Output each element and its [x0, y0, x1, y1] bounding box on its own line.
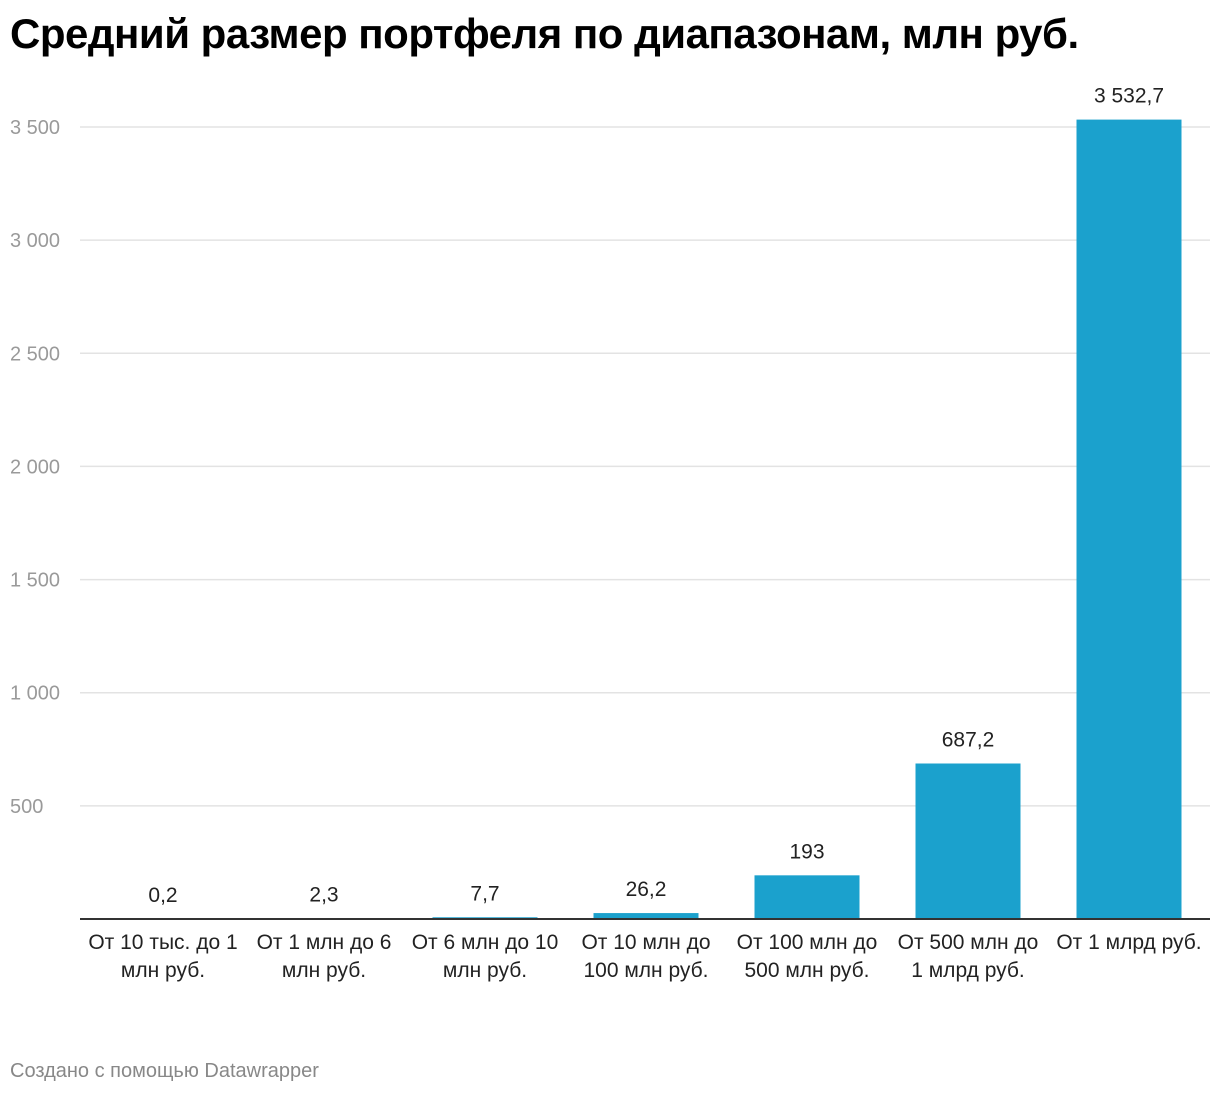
bar	[755, 875, 860, 919]
x-tick-label: От 10 тыс. до 1 млн руб.	[88, 929, 238, 985]
y-tick-label: 500	[10, 796, 43, 818]
y-tick-label: 1 000	[10, 683, 60, 705]
bar-value-label: 2,3	[309, 883, 338, 906]
bar-chart: 500 1 000 1 500 2 000 2 500 3 000 3 500 0,2 2,3…	[0, 0, 1220, 1050]
bar-value-label: 7,7	[470, 882, 499, 905]
footer-credit: Создано с помощью Datawrapper	[10, 1060, 319, 1083]
y-tick-label: 2 000	[10, 456, 60, 478]
x-tick-label: От 10 млн до 100 млн руб.	[571, 929, 721, 985]
bar-value-label: 687,2	[942, 728, 995, 751]
y-tick-label: 2 500	[10, 343, 60, 365]
x-tick-label: От 1 млн до 6 млн руб.	[249, 929, 399, 985]
y-tick-label: 3 000	[10, 230, 60, 252]
bar-value-label: 0,2	[148, 884, 177, 907]
x-tick-label: От 100 млн до 500 млн руб.	[732, 929, 882, 985]
x-tick-label: От 1 млрд руб.	[1054, 929, 1204, 957]
x-tick-label: От 6 млн до 10 млн руб.	[410, 929, 560, 985]
gridlines: 500 1 000 1 500 2 000 2 500 3 000 3 500	[10, 117, 1210, 818]
bar-value-label: 193	[789, 840, 824, 863]
bar-value-label: 3 532,7	[1094, 85, 1164, 108]
y-tick-label: 3 500	[10, 117, 60, 139]
bar	[916, 763, 1021, 919]
bar	[1077, 120, 1182, 919]
x-tick-label: От 500 млн до 1 млрд руб.	[893, 929, 1043, 985]
bars: 0,2 2,3 7,7 26,2 193 687,2 3 532,7	[111, 85, 1182, 919]
y-tick-label: 1 500	[10, 570, 60, 592]
bar-value-label: 26,2	[626, 878, 667, 901]
